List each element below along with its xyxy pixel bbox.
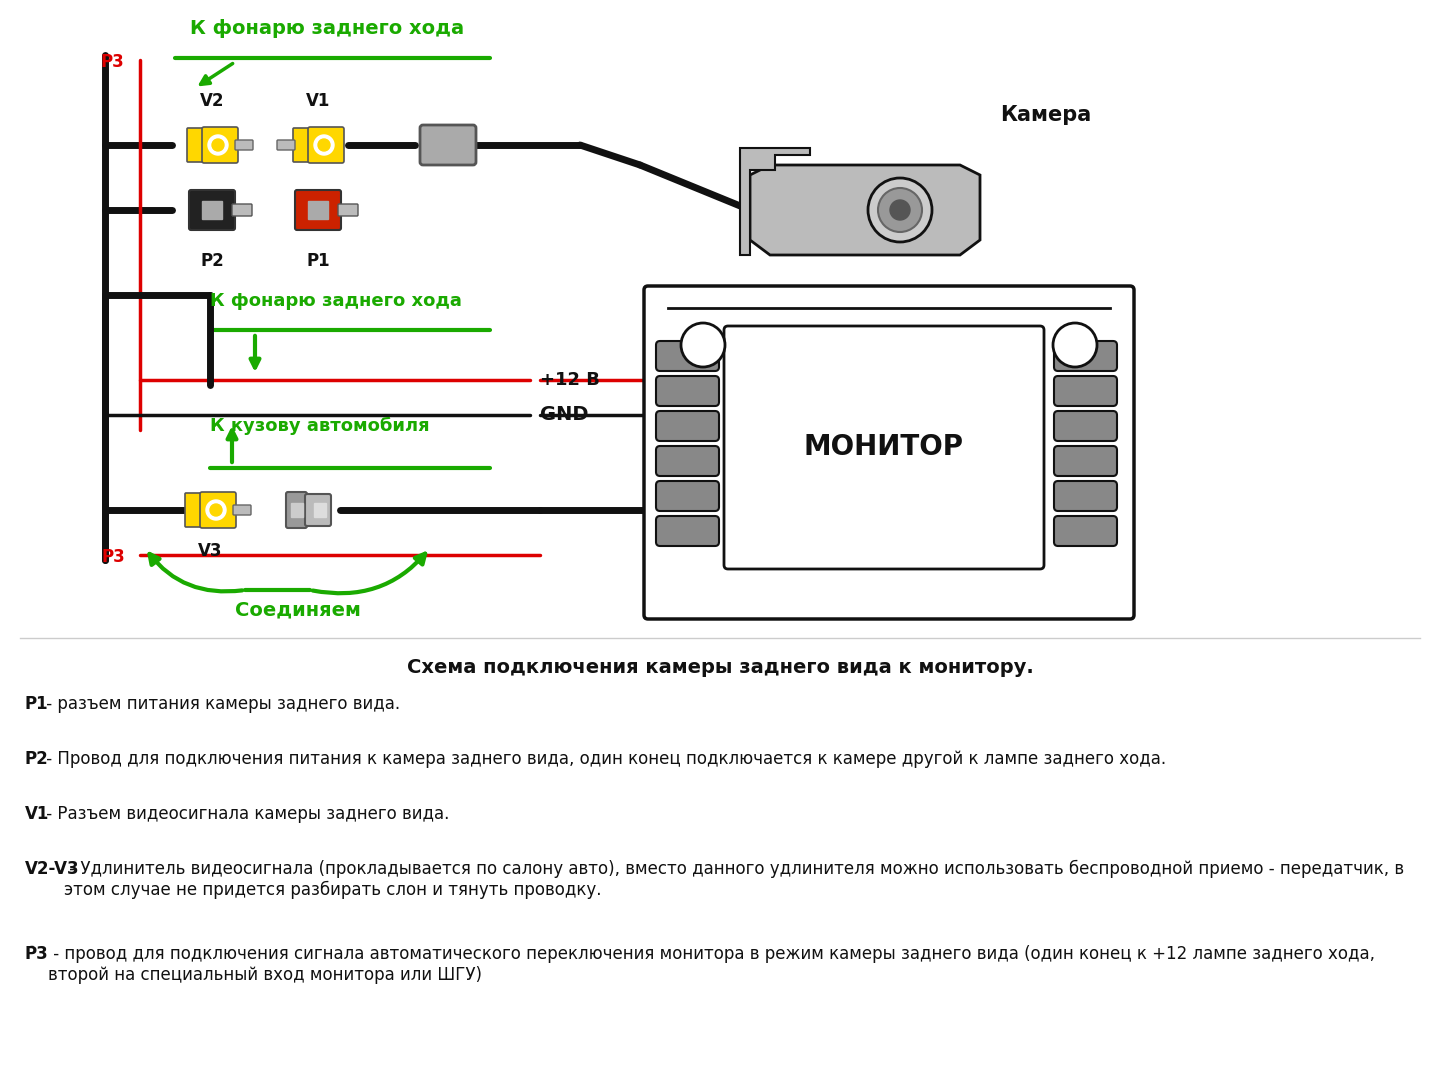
FancyBboxPatch shape <box>233 505 251 515</box>
FancyBboxPatch shape <box>189 190 235 230</box>
FancyBboxPatch shape <box>292 128 311 162</box>
FancyBboxPatch shape <box>202 126 238 163</box>
FancyBboxPatch shape <box>287 492 307 528</box>
Circle shape <box>210 504 222 516</box>
Circle shape <box>314 135 334 155</box>
Circle shape <box>890 200 910 220</box>
FancyBboxPatch shape <box>644 286 1135 619</box>
Text: Схема подключения камеры заднего вида к монитору.: Схема подключения камеры заднего вида к … <box>406 658 1034 678</box>
Text: Р̇3: Р̇3 <box>24 946 49 963</box>
Text: V2: V2 <box>200 92 225 110</box>
FancyBboxPatch shape <box>657 446 719 476</box>
Circle shape <box>318 139 330 151</box>
Bar <box>202 202 222 219</box>
Text: К кузову автомобиля: К кузову автомобиля <box>210 417 429 435</box>
Text: - Разъем видеосигнала камеры заднего вида.: - Разъем видеосигнала камеры заднего вид… <box>40 805 449 823</box>
FancyBboxPatch shape <box>232 204 252 215</box>
FancyBboxPatch shape <box>184 493 203 527</box>
FancyBboxPatch shape <box>724 326 1044 569</box>
Text: - Удлинитель видеосигнала (прокладывается по салону авто), вместо данного удлини: - Удлинитель видеосигнала (прокладываетс… <box>63 860 1404 899</box>
Text: GND: GND <box>540 405 589 425</box>
FancyBboxPatch shape <box>1054 481 1117 511</box>
Text: +12 В: +12 В <box>540 371 600 389</box>
Circle shape <box>868 178 932 242</box>
FancyBboxPatch shape <box>657 341 719 371</box>
FancyBboxPatch shape <box>308 126 344 163</box>
Polygon shape <box>750 165 981 255</box>
FancyBboxPatch shape <box>657 481 719 511</box>
FancyBboxPatch shape <box>338 204 359 215</box>
FancyBboxPatch shape <box>1054 376 1117 406</box>
Text: Камера: Камера <box>999 105 1092 125</box>
Text: P1: P1 <box>24 695 49 713</box>
FancyBboxPatch shape <box>657 411 719 441</box>
FancyBboxPatch shape <box>200 492 236 528</box>
Text: P1: P1 <box>307 252 330 270</box>
Bar <box>314 503 325 517</box>
Circle shape <box>681 323 724 367</box>
Polygon shape <box>740 148 809 255</box>
Text: Соединяем: Соединяем <box>235 600 361 619</box>
Circle shape <box>212 139 225 151</box>
Text: V3: V3 <box>197 542 222 560</box>
FancyBboxPatch shape <box>1054 516 1117 546</box>
Text: P3: P3 <box>101 548 125 566</box>
Text: К фонарю заднего хода: К фонарю заднего хода <box>190 19 464 38</box>
FancyBboxPatch shape <box>187 128 204 162</box>
Text: К фонарю заднего хода: К фонарю заднего хода <box>210 292 462 310</box>
FancyBboxPatch shape <box>305 494 331 526</box>
Text: - провод для подключения сигнала автоматического переключения монитора в режим к: - провод для подключения сигнала автомат… <box>49 946 1375 984</box>
FancyBboxPatch shape <box>235 140 253 150</box>
Text: - Провод для подключения питания к камера заднего вида, один конец подключается : - Провод для подключения питания к камер… <box>40 750 1166 768</box>
FancyBboxPatch shape <box>1054 341 1117 371</box>
Text: - разъем питания камеры заднего вида.: - разъем питания камеры заднего вида. <box>40 695 400 713</box>
FancyBboxPatch shape <box>657 516 719 546</box>
Bar <box>291 503 302 517</box>
FancyBboxPatch shape <box>295 190 341 230</box>
Circle shape <box>206 500 226 520</box>
Text: P2: P2 <box>24 750 49 768</box>
Circle shape <box>878 188 922 232</box>
FancyBboxPatch shape <box>1054 446 1117 476</box>
FancyBboxPatch shape <box>657 376 719 406</box>
FancyBboxPatch shape <box>1054 411 1117 441</box>
Text: МОНИТОР: МОНИТОР <box>804 433 963 461</box>
FancyBboxPatch shape <box>420 125 477 165</box>
Text: P3: P3 <box>101 53 124 71</box>
Text: V1: V1 <box>305 92 330 110</box>
Text: V1: V1 <box>24 805 49 823</box>
Circle shape <box>207 135 228 155</box>
Circle shape <box>1053 323 1097 367</box>
Text: V2-V3: V2-V3 <box>24 860 79 878</box>
Bar <box>308 202 328 219</box>
Text: P2: P2 <box>200 252 223 270</box>
FancyBboxPatch shape <box>276 140 295 150</box>
